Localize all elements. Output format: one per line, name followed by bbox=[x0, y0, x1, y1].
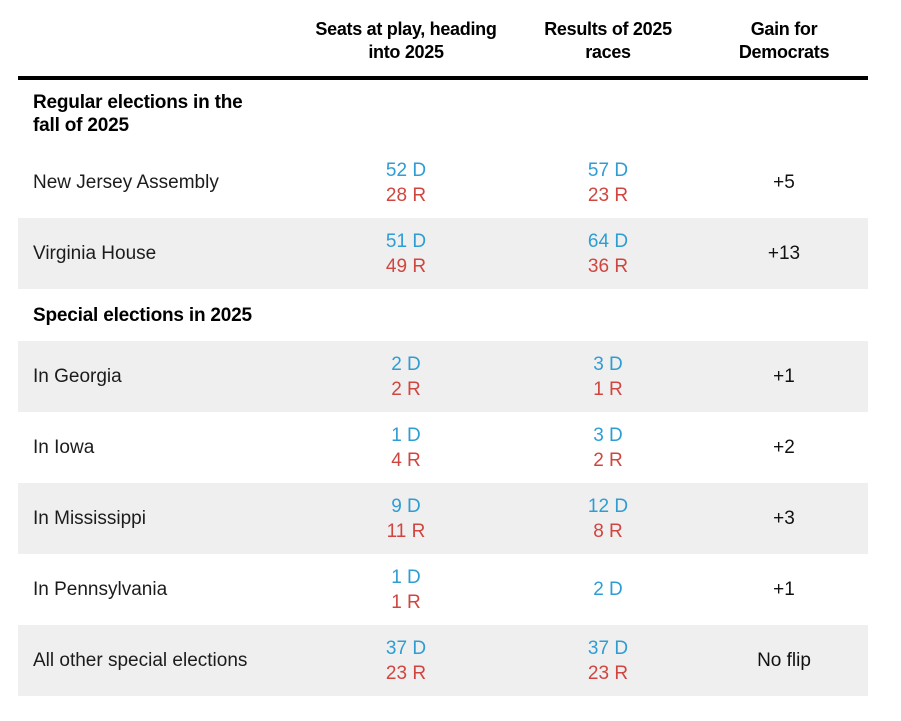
table-row: In Pennsylvania 1 D 1 R 2 D +1 bbox=[18, 554, 868, 625]
row-label: In Iowa bbox=[33, 436, 95, 458]
dem-count: 3 D bbox=[593, 424, 623, 446]
row-label: All other special elections bbox=[33, 649, 248, 671]
section-header-special-elections: Special elections in 2025 bbox=[18, 289, 868, 341]
results-cell: 37 D 23 R bbox=[516, 636, 700, 686]
column-header-seats-before: Seats at play, heading into 2025 bbox=[315, 19, 497, 62]
gain-cell: +3 bbox=[773, 507, 795, 529]
row-label: In Pennsylvania bbox=[33, 578, 168, 600]
gain-cell: No flip bbox=[757, 649, 811, 671]
seats-before-cell: 2 D 2 R bbox=[296, 352, 516, 402]
dem-count: 51 D bbox=[385, 230, 427, 252]
results-cell: 2 D bbox=[516, 577, 700, 602]
table-row: New Jersey Assembly 52 D 28 R 57 D 23 R … bbox=[18, 147, 868, 218]
seats-before-cell: 37 D 23 R bbox=[296, 636, 516, 686]
dem-count: 9 D bbox=[391, 495, 421, 517]
results-cell: 64 D 36 R bbox=[516, 229, 700, 279]
section-header-regular-elections: Regular elections in the fall of 2025 bbox=[18, 80, 868, 147]
results-cell: 3 D 1 R bbox=[516, 352, 700, 402]
seats-before-cell: 51 D 49 R bbox=[296, 229, 516, 279]
row-label: In Mississippi bbox=[33, 507, 146, 529]
section-header-label: Regular elections in the fall of 2025 bbox=[33, 91, 243, 136]
dem-count: 52 D bbox=[385, 159, 427, 181]
rep-count: 2 R bbox=[593, 449, 623, 471]
rep-count: 11 R bbox=[386, 520, 426, 542]
table-row: In Iowa 1 D 4 R 3 D 2 R +2 bbox=[18, 412, 868, 483]
results-cell: 3 D 2 R bbox=[516, 423, 700, 473]
rep-count: 49 R bbox=[385, 255, 427, 277]
rep-count: 28 R bbox=[385, 184, 427, 206]
seats-before-cell: 1 D 4 R bbox=[296, 423, 516, 473]
table-header-row: Seats at play, heading into 2025 Results… bbox=[18, 0, 868, 80]
rep-count: 23 R bbox=[587, 184, 629, 206]
rep-count: 36 R bbox=[587, 255, 629, 277]
gain-cell: +2 bbox=[773, 436, 795, 458]
gain-cell: +5 bbox=[773, 171, 795, 193]
seats-before-cell: 1 D 1 R bbox=[296, 565, 516, 615]
seats-before-cell: 9 D 11 R bbox=[296, 494, 516, 544]
dem-count: 1 D bbox=[391, 424, 421, 446]
column-header-gain: Gain for Democrats bbox=[738, 19, 830, 62]
dem-count: 1 D bbox=[391, 566, 421, 588]
dem-count: 2 D bbox=[391, 353, 421, 375]
election-results-table: Seats at play, heading into 2025 Results… bbox=[18, 0, 868, 696]
dem-count: 2 D bbox=[593, 579, 623, 600]
dem-count: 37 D bbox=[587, 637, 629, 659]
dem-count: 64 D bbox=[587, 230, 629, 252]
seats-before-cell: 52 D 28 R bbox=[296, 158, 516, 208]
rep-count: 4 R bbox=[391, 449, 421, 471]
results-cell: 57 D 23 R bbox=[516, 158, 700, 208]
dem-count: 12 D bbox=[587, 495, 629, 517]
table-row: In Mississippi 9 D 11 R 12 D 8 R +3 bbox=[18, 483, 868, 554]
results-cell: 12 D 8 R bbox=[516, 494, 700, 544]
section-header-label: Special elections in 2025 bbox=[33, 304, 252, 326]
rep-count: 8 R bbox=[593, 520, 623, 542]
dem-count: 37 D bbox=[385, 637, 427, 659]
dem-count: 57 D bbox=[587, 159, 629, 181]
rep-count: 23 R bbox=[587, 662, 629, 684]
row-label: Virginia House bbox=[33, 242, 157, 264]
dem-count: 3 D bbox=[593, 353, 623, 375]
row-label: New Jersey Assembly bbox=[33, 171, 219, 193]
rep-count: 2 R bbox=[391, 378, 421, 400]
table-row: Virginia House 51 D 49 R 64 D 36 R +13 bbox=[18, 218, 868, 289]
gain-cell: +13 bbox=[767, 242, 801, 264]
gain-cell: +1 bbox=[773, 578, 795, 600]
table-row: All other special elections 37 D 23 R 37… bbox=[18, 625, 868, 696]
column-header-results: Results of 2025 races bbox=[544, 19, 672, 62]
gain-cell: +1 bbox=[773, 365, 795, 387]
table-row: In Georgia 2 D 2 R 3 D 1 R +1 bbox=[18, 341, 868, 412]
rep-count: 23 R bbox=[385, 662, 427, 684]
row-label: In Georgia bbox=[33, 365, 122, 387]
rep-count: 1 R bbox=[391, 591, 421, 613]
rep-count: 1 R bbox=[593, 378, 623, 400]
